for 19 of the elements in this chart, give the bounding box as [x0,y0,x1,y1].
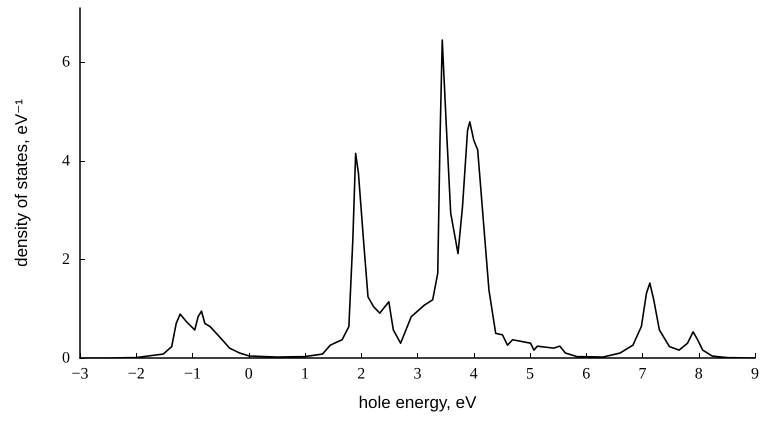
x-tick-label: 7 [638,366,646,382]
x-tick-label: 9 [751,366,759,382]
x-tick-label: 3 [414,366,422,382]
x-tick-label: 1 [301,366,309,382]
y-tick-label: 6 [62,54,70,71]
x-tick-label: −3 [71,366,89,382]
y-tick-label: 4 [62,152,70,170]
x-tick-label: 0 [244,366,253,382]
x-tick-label: 2 [357,366,366,382]
y-tick-label: 2 [62,250,70,268]
y-axis-title: density of states, eV⁻¹ [12,98,31,267]
x-tick-label: −2 [128,366,145,382]
x-tick-label: 4 [470,366,478,382]
x-tick-label: 6 [582,366,590,382]
x-tick-label: 8 [694,366,703,382]
y-tick-label: 0 [62,350,70,366]
x-axis-title: hole energy, eV [358,393,478,412]
x-tick-label: −1 [184,366,202,382]
x-tick-label: 5 [526,366,534,382]
